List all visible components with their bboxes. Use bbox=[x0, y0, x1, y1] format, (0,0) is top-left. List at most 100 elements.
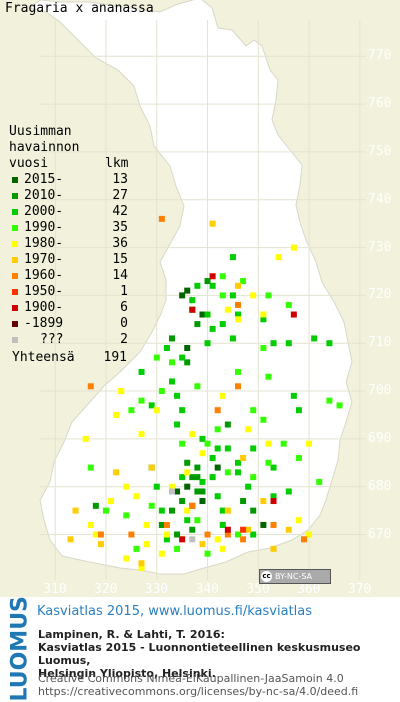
record-point bbox=[224, 469, 231, 476]
record-point bbox=[240, 278, 247, 285]
legend-count: 36 bbox=[112, 236, 128, 251]
record-point bbox=[295, 455, 302, 461]
record-point bbox=[209, 273, 216, 280]
citation-line-2: Kasviatlas 2015 - Luonnontieteellinen ke… bbox=[38, 641, 361, 667]
record-point bbox=[179, 498, 186, 505]
legend-row: 1980- 36 bbox=[9, 236, 128, 252]
record-point bbox=[295, 517, 302, 524]
record-point bbox=[199, 435, 206, 442]
license-line-1: Creative Commons Nimeä-EiKaupallinen-Jaa… bbox=[38, 672, 344, 685]
record-point bbox=[270, 340, 277, 347]
legend-label: 1990- bbox=[24, 220, 64, 235]
y-tick-label: 760 bbox=[368, 96, 392, 112]
record-point bbox=[194, 474, 201, 481]
x-tick-label: 320 bbox=[94, 582, 118, 597]
record-point bbox=[87, 383, 94, 390]
license-link[interactable]: https://creativecommons.org/licenses/by-… bbox=[38, 685, 359, 698]
x-tick-label: 310 bbox=[43, 582, 67, 597]
record-point bbox=[174, 392, 181, 399]
record-point bbox=[219, 273, 226, 280]
record-point bbox=[169, 378, 175, 385]
legend-swatch bbox=[12, 273, 18, 279]
record-point bbox=[179, 474, 186, 481]
record-point bbox=[260, 498, 267, 505]
legend-swatch bbox=[12, 289, 18, 295]
legend-row: -1899 0 bbox=[9, 316, 128, 332]
record-point bbox=[184, 517, 191, 524]
legend-row: 2000- 42 bbox=[9, 204, 128, 220]
record-point bbox=[82, 435, 89, 442]
record-point bbox=[138, 431, 145, 438]
record-point bbox=[265, 459, 272, 466]
record-point bbox=[87, 521, 94, 528]
record-point bbox=[199, 488, 206, 495]
record-point bbox=[219, 545, 226, 552]
record-point bbox=[250, 474, 257, 481]
record-point bbox=[260, 345, 267, 351]
legend-swatch bbox=[12, 193, 18, 199]
legend-row: ??? 2 bbox=[9, 332, 128, 348]
citation-line-3: Helsingin Yliopisto, Helsinki. bbox=[38, 667, 216, 680]
legend-header-lkm: lkm bbox=[105, 156, 129, 171]
legend-swatch bbox=[12, 241, 18, 247]
record-point bbox=[189, 297, 196, 304]
legend-swatch bbox=[12, 225, 18, 231]
record-point bbox=[169, 507, 175, 514]
record-point bbox=[103, 507, 109, 514]
record-point bbox=[260, 316, 267, 323]
record-point bbox=[148, 402, 155, 409]
record-point bbox=[184, 469, 191, 476]
record-point bbox=[87, 464, 94, 471]
atlas-link[interactable]: Kasviatlas 2015, www.luomus.fi/kasviatla… bbox=[37, 604, 313, 619]
record-point bbox=[158, 388, 165, 395]
y-tick-label: 740 bbox=[368, 191, 392, 207]
legend-header-line-1: Uusimman bbox=[9, 124, 72, 139]
record-point bbox=[250, 407, 257, 414]
record-point bbox=[240, 455, 247, 461]
record-point bbox=[250, 292, 257, 299]
legend-row: 1960- 14 bbox=[9, 268, 128, 284]
record-point bbox=[194, 464, 201, 471]
record-point bbox=[209, 220, 216, 227]
record-point bbox=[158, 215, 165, 222]
record-point bbox=[184, 459, 191, 466]
record-point bbox=[245, 526, 252, 533]
legend-label: 2015- bbox=[24, 172, 64, 187]
legend-count: 6 bbox=[120, 300, 128, 315]
record-point bbox=[235, 316, 241, 323]
map-area: Fragaria x ananassa Uusimman havainnon v… bbox=[0, 0, 400, 597]
y-tick-label: 730 bbox=[368, 239, 392, 255]
record-point bbox=[199, 478, 206, 485]
cc-license-badge[interactable]: cc BY-NC-SA bbox=[259, 569, 331, 584]
legend-header-row: vuosi lkm bbox=[9, 156, 128, 172]
legend-count: 0 bbox=[120, 316, 128, 331]
record-point bbox=[214, 426, 221, 433]
record-point bbox=[143, 541, 150, 548]
record-point bbox=[179, 407, 186, 414]
record-point bbox=[108, 498, 115, 505]
cc-license-text: BY-NC-SA bbox=[275, 572, 313, 581]
record-point bbox=[97, 531, 104, 538]
record-point bbox=[204, 340, 211, 347]
record-point bbox=[265, 440, 272, 447]
legend-swatch bbox=[12, 177, 18, 183]
legend-label: ??? bbox=[40, 332, 64, 347]
record-point bbox=[204, 311, 211, 318]
record-point bbox=[245, 483, 252, 490]
record-point bbox=[179, 292, 186, 299]
record-point bbox=[153, 483, 160, 490]
record-point bbox=[169, 359, 175, 366]
record-point bbox=[214, 407, 221, 414]
record-point bbox=[184, 287, 191, 294]
record-point bbox=[163, 536, 170, 543]
legend-swatch bbox=[12, 337, 18, 343]
record-point bbox=[72, 507, 79, 514]
record-point bbox=[224, 421, 231, 428]
record-point bbox=[163, 345, 170, 351]
legend-label: 2010- bbox=[24, 188, 64, 203]
legend-label: 1950- bbox=[24, 284, 64, 299]
record-point bbox=[214, 536, 221, 543]
record-point bbox=[235, 469, 241, 476]
record-point bbox=[280, 440, 287, 447]
legend-swatch bbox=[12, 257, 18, 263]
